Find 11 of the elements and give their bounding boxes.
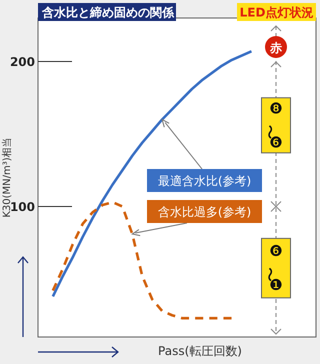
line-series: [52, 200, 233, 320]
text: 含水比過多(参考): [158, 205, 252, 219]
annotation: 赤: [269, 41, 282, 55]
y-tick-label: 200: [10, 55, 35, 69]
annotation: ❽〜❻: [260, 99, 283, 152]
annotation: ❻〜❶: [260, 242, 283, 294]
x-axis-title: Pass(転圧回数): [158, 344, 242, 358]
text: 最適含水比(参考): [158, 174, 252, 188]
annotation: LED点灯状況: [240, 6, 314, 20]
chart-title: 含水比と締め固めの関係: [41, 6, 175, 20]
line-series: [52, 50, 253, 298]
